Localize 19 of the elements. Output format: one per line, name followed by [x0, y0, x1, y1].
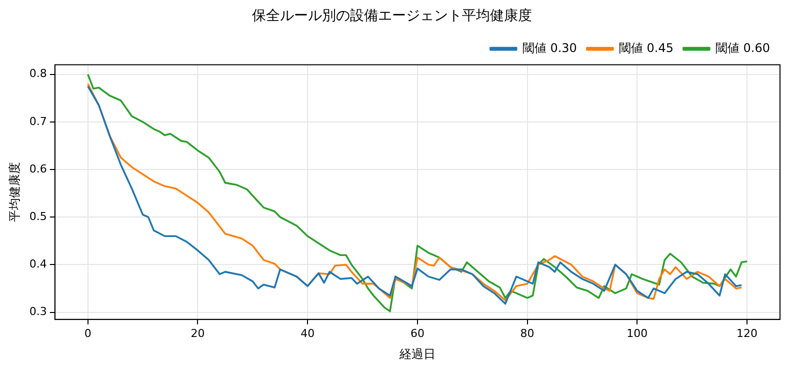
chart-title: 保全ルール別の設備エージェント平均健康度 — [252, 8, 532, 24]
y-tick-label: 0.6 — [29, 162, 47, 176]
y-tick-label: 0.7 — [29, 114, 47, 128]
x-tick-label: 0 — [84, 326, 92, 340]
x-tick-label: 40 — [300, 326, 315, 340]
y-tick-label: 0.3 — [29, 305, 47, 318]
y-tick-label: 0.4 — [29, 258, 47, 271]
y-tick-label: 0.5 — [29, 210, 47, 223]
legend-label: 閾値 0.60 — [715, 40, 770, 55]
legend-label: 閾値 0.30 — [522, 40, 577, 55]
y-axis-title: 平均健康度 — [7, 162, 22, 222]
x-tick-label: 120 — [736, 326, 758, 340]
x-axis-title: 経過日 — [398, 346, 436, 361]
y-tick-label: 0.8 — [29, 67, 47, 80]
x-tick-label: 100 — [626, 326, 648, 340]
x-tick-label: 60 — [410, 326, 424, 340]
x-tick-label: 20 — [190, 326, 205, 340]
legend-label: 閾値 0.45 — [618, 40, 674, 55]
x-tick-label: 80 — [520, 326, 534, 340]
